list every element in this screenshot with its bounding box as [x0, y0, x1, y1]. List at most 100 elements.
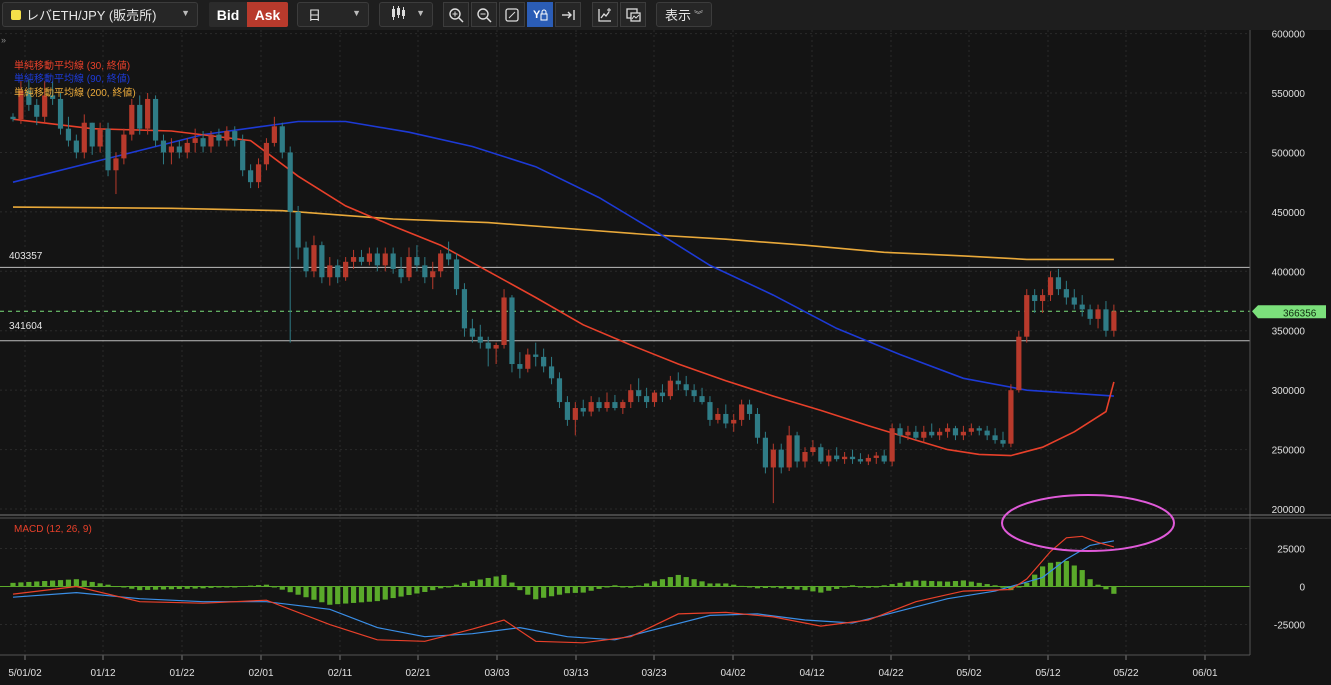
- candle-body: [160, 140, 167, 153]
- candle-body: [216, 134, 222, 141]
- candle-body: [889, 428, 895, 462]
- macd-histogram-bar: [327, 586, 333, 605]
- macd-histogram-bar: [960, 580, 966, 587]
- symbol-label: レバETH/JPY (販売所): [26, 8, 157, 23]
- macd-histogram-bar: [556, 586, 563, 595]
- macd-histogram-bar: [240, 586, 246, 588]
- collapse-icon[interactable]: »: [1, 35, 6, 45]
- candle-body: [422, 265, 428, 278]
- candle-body: [65, 128, 72, 141]
- macd-histogram-bar: [65, 579, 72, 587]
- timeframe-select[interactable]: 日 ▼: [297, 2, 369, 27]
- zoom-in-button[interactable]: [443, 2, 469, 27]
- macd-histogram-bar: [889, 584, 895, 587]
- macd-histogram-bar: [921, 580, 927, 587]
- zoom-out-button[interactable]: [471, 2, 497, 27]
- scroll-end-button[interactable]: [555, 2, 581, 27]
- macd-histogram-bar: [1040, 566, 1046, 587]
- candle-body: [762, 437, 768, 468]
- price-chart[interactable]: 600000 550000 500000 450000 400000 350000 3000…: [0, 30, 1331, 685]
- macd-histogram-bar: [453, 584, 460, 587]
- macd-histogram-bar: [192, 586, 198, 589]
- macd-histogram-bar: [509, 582, 515, 587]
- indicator-add-button[interactable]: [592, 2, 618, 27]
- candle-body: [746, 404, 753, 414]
- macd-histogram-bar: [10, 582, 16, 587]
- symbol-select[interactable]: レバETH/JPY (販売所) ▼: [2, 2, 198, 27]
- price-tick-label: 250000: [1272, 446, 1306, 457]
- candle-body: [303, 247, 309, 272]
- candle-body: [826, 455, 832, 462]
- candle-body: [952, 428, 959, 436]
- macd-histogram-bar: [992, 585, 998, 587]
- bid-button[interactable]: Bid: [209, 2, 247, 27]
- price-tick-label: 550000: [1272, 89, 1306, 100]
- screenshot-button[interactable]: [620, 2, 646, 27]
- ask-button[interactable]: Ask: [247, 2, 288, 27]
- macd-histogram-bar: [984, 584, 990, 587]
- legend-macd: MACD (12, 26, 9): [14, 524, 92, 535]
- candle-body: [651, 392, 658, 403]
- candle-body: [1055, 277, 1062, 290]
- macd-histogram-bar: [42, 581, 48, 587]
- macd-histogram-bar: [57, 580, 64, 587]
- macd-histogram-bar: [952, 581, 959, 587]
- candle-body: [786, 435, 792, 468]
- candle-body: [366, 253, 372, 262]
- chart-type-select[interactable]: ▼: [379, 2, 433, 27]
- macd-histogram-bar: [1008, 586, 1014, 591]
- moving-averages: [12, 118, 1115, 457]
- macd-histogram-bar: [588, 586, 594, 591]
- zoom-in-icon: [449, 7, 464, 23]
- candle-body: [232, 131, 238, 141]
- macd-histogram-bar: [176, 586, 182, 590]
- candle-body: [976, 428, 982, 431]
- candle-body: [89, 122, 95, 147]
- macd-histogram-bar: [968, 581, 974, 587]
- candle-body: [145, 98, 151, 129]
- display-menu[interactable]: 表示 ︾: [656, 2, 712, 27]
- date-tick-label: 06/01: [1192, 668, 1217, 679]
- candles: [10, 78, 1117, 504]
- date-tick-label: 04/22: [878, 668, 903, 679]
- candle-body: [343, 261, 349, 278]
- candle-body: [350, 257, 357, 262]
- candle-body: [168, 146, 174, 153]
- price-tick-label: 500000: [1272, 148, 1306, 159]
- candle-body: [1040, 295, 1046, 302]
- macd-histogram-bar: [493, 576, 499, 587]
- macd-histogram-bar: [295, 586, 301, 595]
- date-tick-label: 03/03: [484, 668, 509, 679]
- candle-body: [137, 104, 143, 129]
- macd-histogram-bar: [1047, 562, 1054, 587]
- candle-body: [620, 402, 626, 409]
- macd-histogram-bar: [1024, 582, 1030, 587]
- symbol-color-icon: [11, 9, 21, 20]
- candle-body: [42, 95, 48, 117]
- candle-body: [176, 146, 182, 153]
- candle-body: [1087, 309, 1093, 319]
- candle-body: [1095, 309, 1101, 319]
- screenshot-icon: [626, 7, 641, 22]
- macd-histogram-bar: [976, 582, 982, 587]
- macd-histogram-bar: [659, 579, 666, 587]
- macd-histogram-bar: [865, 586, 871, 588]
- macd-histogram-bar: [1087, 579, 1093, 587]
- level-upper-label: 403357: [9, 251, 43, 262]
- candle-body: [438, 253, 444, 272]
- macd-histogram-bar: [691, 579, 697, 587]
- candle-body: [699, 396, 705, 403]
- candle-body: [644, 396, 650, 403]
- macd-histogram-bar: [26, 581, 32, 587]
- double-chevron-down-icon: ︾: [693, 10, 703, 20]
- fit-button[interactable]: [499, 2, 525, 27]
- candle-body: [770, 449, 776, 468]
- macd-histogram-bar: [548, 586, 555, 597]
- macd-histogram-bar: [857, 586, 864, 588]
- candle-body: [715, 413, 721, 420]
- macd-histogram-bar: [580, 586, 586, 593]
- candle-body: [849, 456, 856, 460]
- macd-histogram-bar: [271, 586, 277, 588]
- candle-body: [675, 380, 681, 385]
- auto-scale-button[interactable]: Y: [527, 2, 553, 27]
